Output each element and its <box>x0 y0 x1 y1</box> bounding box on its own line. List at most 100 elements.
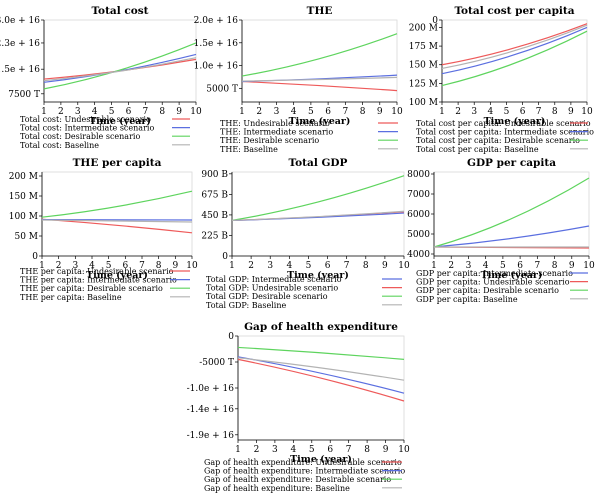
x-axis-label: Time (year) <box>290 454 352 465</box>
x-axis-label: Time (year) <box>287 270 349 281</box>
series-line-desirable-scenario <box>441 30 588 87</box>
x-tick-label: 10 <box>391 107 403 117</box>
chart-gap-of-health-expenditure: Gap of health expenditure 0 -5000 T -1.0e +… <box>187 321 410 493</box>
legend-label: Total GDP: Intermediate scenario <box>206 275 342 284</box>
x-tick-label: 2 <box>254 445 260 455</box>
series-line-desirable-scenario <box>231 175 405 221</box>
x-tick-label: 10 <box>398 445 410 455</box>
legend-label: GDP per capita: Undesirable scenario <box>416 278 570 287</box>
x-tick-label: 7 <box>344 261 350 271</box>
x-tick-label: 3 <box>267 261 273 271</box>
y-tick-label: 200 M <box>409 23 438 33</box>
y-tick-label: 100 M <box>9 212 38 222</box>
x-tick-label: 8 <box>364 445 370 455</box>
x-tick-label: 9 <box>172 261 178 271</box>
series-line-desirable-scenario <box>41 190 193 218</box>
x-tick-label: 9 <box>382 261 388 271</box>
x-tick-label: 6 <box>517 261 523 271</box>
chart-the: THE 2.0e + 16 1.5e + 16 1.0e + 16 5000 T 1 2 3 4… <box>194 5 403 154</box>
x-tick-label: 4 <box>487 107 493 117</box>
y-tick-label: -1.0e + 16 <box>187 384 235 394</box>
x-tick-label: 7 <box>342 107 348 117</box>
y-tick-label: -1.4e + 16 <box>187 405 235 415</box>
y-tick-label: 3.0e + 16 <box>0 16 40 26</box>
x-tick-label: 7 <box>139 261 145 271</box>
legend-label: Total cost: Undesirable scenario <box>20 115 151 124</box>
y-tick-label: 225 B <box>201 231 228 241</box>
legend-label: GDP per capita: Baseline <box>416 295 518 304</box>
y-tick-label: 7500 T <box>8 90 40 100</box>
series-line-undesirable-scenario <box>237 358 405 402</box>
chart-title: THE <box>307 5 333 17</box>
x-tick-label: 6 <box>126 107 132 117</box>
legend-label: Total cost: Baseline <box>20 141 99 150</box>
x-tick-label: 8 <box>552 107 558 117</box>
x-tick-label: 3 <box>274 107 280 117</box>
y-tick-label: 0 <box>432 16 438 26</box>
x-tick-label: 5 <box>309 445 315 455</box>
x-tick-label: 5 <box>500 261 506 271</box>
x-tick-label: 3 <box>75 107 81 117</box>
x-axis-label: Time (year) <box>484 116 546 127</box>
x-tick-label: 6 <box>325 107 331 117</box>
x-tick-label: 1 <box>41 107 47 117</box>
chart-title: THE per capita <box>73 157 162 169</box>
legend-label: Total cost: Desirable scenario <box>20 132 140 141</box>
legend-label: THE per capita: Undesirable scenario <box>20 267 174 276</box>
plot-area <box>237 335 405 441</box>
x-tick-label: 2 <box>256 107 262 117</box>
x-tick-label: 3 <box>72 261 78 271</box>
x-tick-label: 10 <box>398 261 410 271</box>
series-line-intermediate-scenario <box>441 26 588 75</box>
x-tick-label: 10 <box>581 107 593 117</box>
y-tick-label: 0 <box>32 252 38 262</box>
y-tick-label: 900 B <box>201 170 228 180</box>
legend-label: Gap of health expenditure: Intermediate … <box>204 467 405 476</box>
chart-total-gdp: Total GDP 900 B 675 B 450 B 225 B 01 2 3 4 5 6 7 8 9 1… <box>201 157 410 310</box>
x-tick-label: 9 <box>176 107 182 117</box>
plot-area <box>433 171 590 257</box>
chart-total-cost: Total cost 3.0e + 16 2.3e + 16 1.5e + 16 750… <box>0 5 202 150</box>
y-tick-label: 8000 <box>407 170 430 180</box>
x-tick-label: 8 <box>552 261 558 271</box>
y-tick-label: 150 M <box>9 192 38 202</box>
x-tick-label: 9 <box>383 445 389 455</box>
x-tick-label: 9 <box>377 107 383 117</box>
x-tick-label: 2 <box>58 107 64 117</box>
legend-label: Total cost per capita: Intermediate scen… <box>416 128 594 137</box>
legend-label: THE per capita: Desirable scenario <box>20 284 163 293</box>
x-tick-label: 4 <box>483 261 489 271</box>
y-tick-label: 150 M <box>409 61 438 71</box>
legend-label: THE: Baseline <box>220 145 278 154</box>
legend-label: Total cost per capita: Undesirable scena… <box>416 119 591 128</box>
x-tick-label: 7 <box>536 107 542 117</box>
x-tick-label: 8 <box>363 261 369 271</box>
x-tick-label: 7 <box>346 445 352 455</box>
plot-area <box>43 19 197 103</box>
x-tick-label: 10 <box>186 261 198 271</box>
chart-title: Total GDP <box>289 157 348 169</box>
x-axis-label: Time (year) <box>89 116 151 127</box>
series-line-baseline <box>43 57 197 82</box>
legend-label: THE: Undesirable scenario <box>220 119 330 128</box>
x-tick-label: 4 <box>92 107 98 117</box>
legend-label: Total GDP: Undesirable scenario <box>206 284 338 293</box>
y-tick-label: 125 M <box>409 79 438 89</box>
x-tick-label: 9 <box>569 261 575 271</box>
x-tick-label: 1 <box>239 107 245 117</box>
series-line-desirable-scenario <box>433 177 590 248</box>
y-tick-label: 50 M <box>14 232 38 242</box>
y-tick-label: 5000 <box>407 230 430 240</box>
legend-label: Gap of health expenditure: Undesirable s… <box>204 458 402 467</box>
y-tick-label: 6000 <box>407 210 430 220</box>
series-line-desirable-scenario <box>241 33 398 77</box>
chart-title: Total cost <box>91 5 148 17</box>
x-tick-label: 5 <box>109 107 115 117</box>
x-axis-label: Time (year) <box>289 116 351 127</box>
y-tick-label: 450 B <box>201 211 228 221</box>
x-tick-label: 4 <box>89 261 95 271</box>
legend-label: Total GDP: Baseline <box>206 301 287 310</box>
x-tick-label: 7 <box>142 107 148 117</box>
chart-title: Gap of health expenditure <box>244 321 398 333</box>
y-tick-label: 0 <box>228 332 234 342</box>
